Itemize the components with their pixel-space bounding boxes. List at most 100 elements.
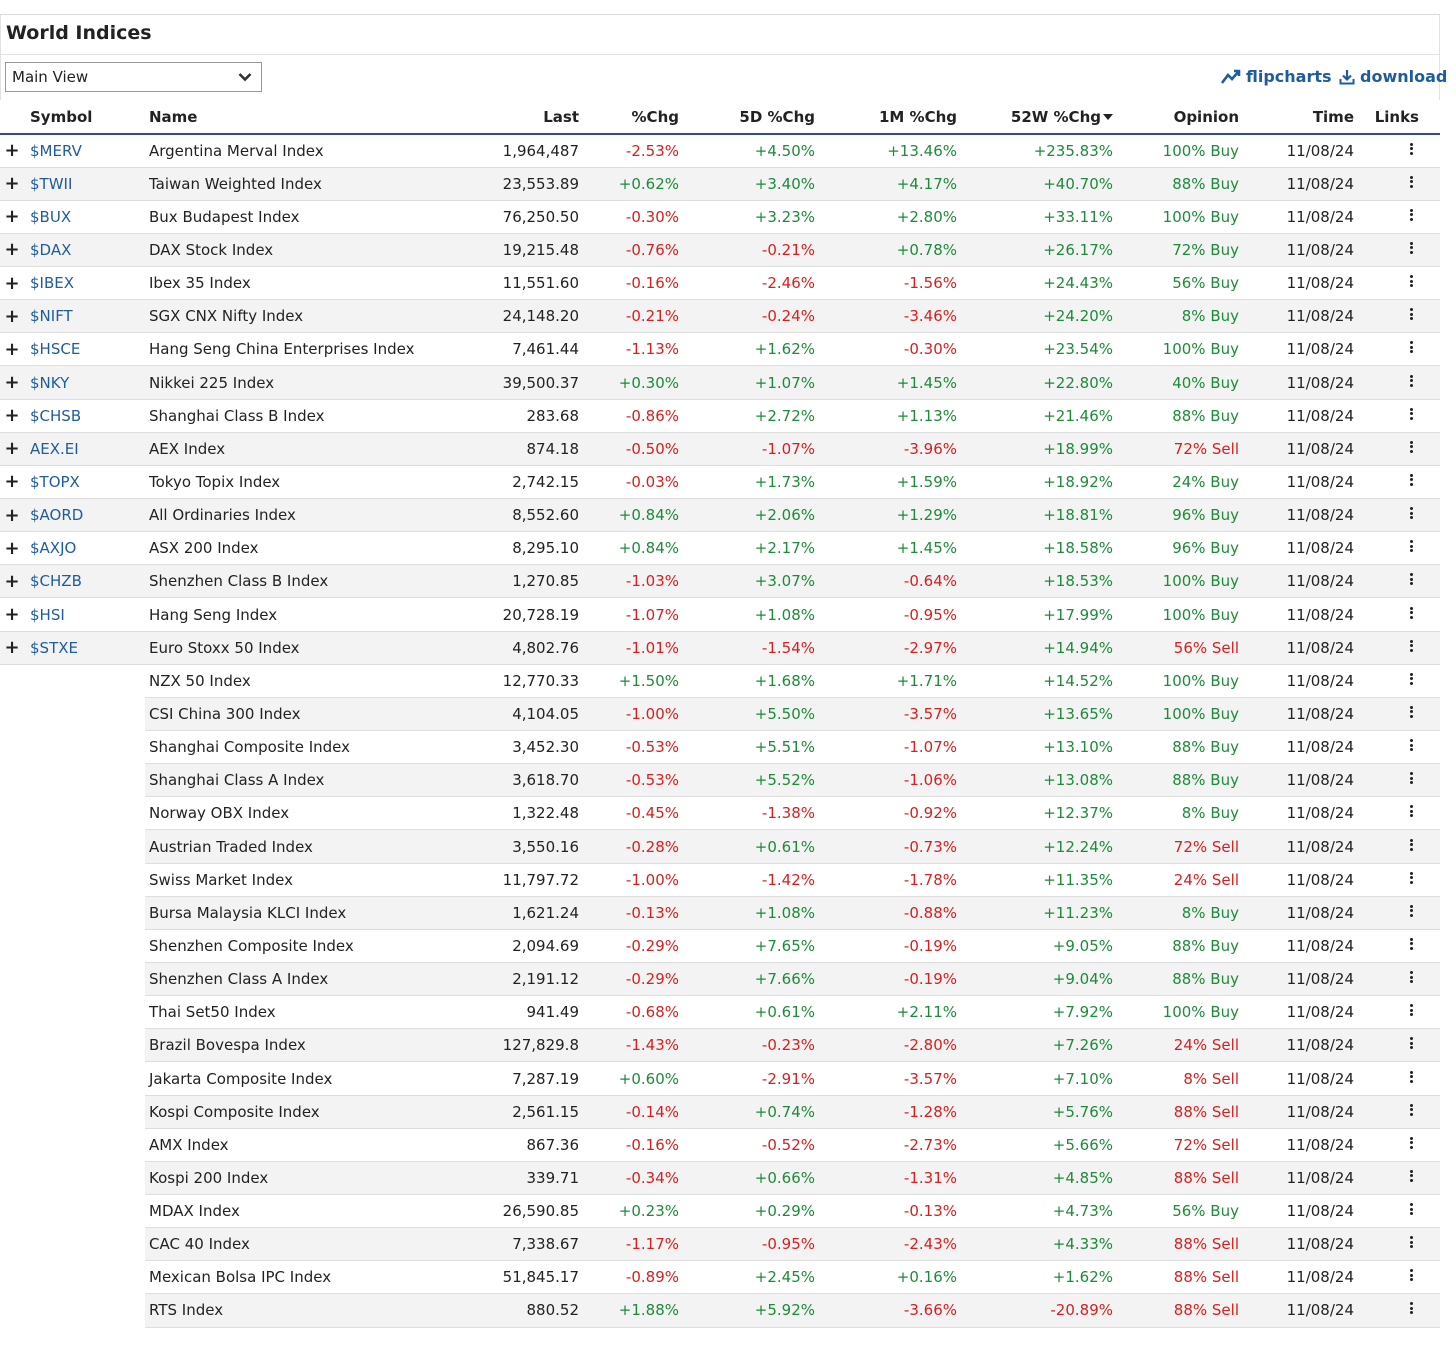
- more-vertical-icon[interactable]: [1409, 671, 1413, 686]
- more-vertical-icon[interactable]: [1409, 207, 1413, 222]
- plus-icon[interactable]: +: [0, 167, 24, 201]
- opinion[interactable]: 88% Sell: [1113, 1095, 1239, 1129]
- table-row[interactable]: Norway OBX Index 1,322.48 -0.45% -1.38% -0.9…: [0, 796, 1440, 831]
- table-row[interactable]: + $NKY Nikkei 225 Index 39,500.37 +0.30% +1.0…: [0, 365, 1440, 400]
- symbol-link[interactable]: $TOPX: [24, 465, 145, 500]
- table-row[interactable]: + $STXE Euro Stoxx 50 Index 4,802.76 -1.01% -…: [0, 631, 1440, 665]
- symbol-link[interactable]: AEX.EI: [24, 432, 145, 466]
- table-row[interactable]: Thai Set50 Index 941.49 -0.68% +0.61% +2.11%…: [0, 995, 1440, 1030]
- links-menu[interactable]: [1354, 962, 1440, 997]
- plus-icon[interactable]: +: [0, 631, 24, 665]
- opinion[interactable]: 88% Sell: [1113, 1227, 1239, 1262]
- more-vertical-icon[interactable]: [1409, 539, 1413, 554]
- opinion[interactable]: 88% Sell: [1113, 1260, 1239, 1295]
- links-menu[interactable]: [1354, 233, 1440, 268]
- more-vertical-icon[interactable]: [1409, 307, 1413, 322]
- links-menu[interactable]: [1354, 200, 1440, 234]
- more-vertical-icon[interactable]: [1409, 406, 1413, 421]
- links-menu[interactable]: [1354, 498, 1440, 533]
- table-row[interactable]: + $TOPX Tokyo Topix Index 2,742.15 -0.03% +1.…: [0, 465, 1440, 500]
- opinion[interactable]: 100% Buy: [1113, 597, 1239, 632]
- symbol-link[interactable]: $CHZB: [24, 564, 145, 599]
- links-menu[interactable]: [1354, 432, 1440, 466]
- table-row[interactable]: + AEX.EI AEX Index 874.18 -0.50% -1.07% -3.96%…: [0, 432, 1440, 466]
- more-vertical-icon[interactable]: [1409, 439, 1413, 454]
- links-menu[interactable]: [1354, 697, 1440, 732]
- table-row[interactable]: Shanghai Composite Index 3,452.30 -0.53% +5…: [0, 730, 1440, 765]
- table-row[interactable]: RTS Index 880.52 +1.88% +5.92% -3.66% -20.89%…: [0, 1293, 1440, 1328]
- opinion[interactable]: 88% Buy: [1113, 730, 1239, 765]
- table-row[interactable]: Austrian Traded Index 3,550.16 -0.28% +0.61…: [0, 829, 1440, 864]
- symbol-link[interactable]: $AXJO: [24, 531, 145, 566]
- links-menu[interactable]: [1354, 266, 1440, 301]
- column-header-chg-1m[interactable]: 1M %Chg: [815, 100, 957, 135]
- column-header-chg-52w[interactable]: 52W %Chg: [957, 100, 1113, 135]
- links-menu[interactable]: [1354, 730, 1440, 765]
- opinion[interactable]: 96% Buy: [1113, 531, 1239, 566]
- table-row[interactable]: Brazil Bovespa Index 127,829.8 -1.43% -0.23…: [0, 1028, 1440, 1063]
- column-header-last[interactable]: Last: [430, 100, 579, 135]
- opinion[interactable]: 88% Buy: [1113, 167, 1239, 201]
- table-row[interactable]: Kospi Composite Index 2,561.15 -0.14% +0.74…: [0, 1095, 1440, 1129]
- opinion[interactable]: 100% Buy: [1113, 697, 1239, 732]
- more-vertical-icon[interactable]: [1409, 141, 1413, 156]
- table-row[interactable]: + $HSCE Hang Seng China Enterprises Index 7…: [0, 332, 1440, 367]
- opinion[interactable]: 100% Buy: [1113, 200, 1239, 234]
- table-row[interactable]: + $TWII Taiwan Weighted Index 23,553.89 +0.6…: [0, 167, 1440, 201]
- table-row[interactable]: Shenzhen Composite Index 2,094.69 -0.29% +7…: [0, 929, 1440, 964]
- symbol-link[interactable]: $MERV: [24, 134, 145, 168]
- links-menu[interactable]: [1354, 365, 1440, 400]
- symbol-link[interactable]: $STXE: [24, 631, 145, 665]
- more-vertical-icon[interactable]: [1409, 1202, 1413, 1217]
- opinion[interactable]: 8% Buy: [1113, 896, 1239, 930]
- opinion[interactable]: 100% Buy: [1113, 564, 1239, 599]
- symbol-link[interactable]: $IBEX: [24, 266, 145, 301]
- opinion[interactable]: 88% Buy: [1113, 399, 1239, 433]
- table-row[interactable]: MDAX Index 26,590.85 +0.23% +0.29% -0.13% +4.…: [0, 1194, 1440, 1229]
- table-row[interactable]: + $CHSB Shanghai Class B Index 283.68 -0.86%…: [0, 399, 1440, 433]
- opinion[interactable]: 72% Sell: [1113, 432, 1239, 466]
- more-vertical-icon[interactable]: [1409, 373, 1413, 388]
- table-row[interactable]: Jakarta Composite Index 7,287.19 +0.60% -2.…: [0, 1061, 1440, 1096]
- links-menu[interactable]: [1354, 929, 1440, 964]
- opinion[interactable]: 24% Sell: [1113, 1028, 1239, 1063]
- opinion[interactable]: 40% Buy: [1113, 365, 1239, 400]
- column-header-name[interactable]: Name: [145, 100, 430, 135]
- more-vertical-icon[interactable]: [1409, 1069, 1413, 1084]
- opinion[interactable]: 24% Buy: [1113, 465, 1239, 500]
- more-vertical-icon[interactable]: [1409, 903, 1413, 918]
- plus-icon[interactable]: +: [0, 266, 24, 301]
- more-vertical-icon[interactable]: [1409, 605, 1413, 620]
- table-row[interactable]: + $NIFT SGX CNX Nifty Index 24,148.20 -0.21%…: [0, 299, 1440, 334]
- plus-icon[interactable]: +: [0, 365, 24, 400]
- opinion[interactable]: 72% Buy: [1113, 233, 1239, 268]
- column-header-chg[interactable]: %Chg: [579, 100, 679, 135]
- more-vertical-icon[interactable]: [1409, 1135, 1413, 1150]
- links-menu[interactable]: [1354, 1128, 1440, 1162]
- symbol-link[interactable]: $HSCE: [24, 332, 145, 367]
- symbol-link[interactable]: $TWII: [24, 167, 145, 201]
- opinion[interactable]: 100% Buy: [1113, 995, 1239, 1030]
- opinion[interactable]: 8% Sell: [1113, 1061, 1239, 1096]
- plus-icon[interactable]: +: [0, 597, 24, 632]
- opinion[interactable]: 100% Buy: [1113, 332, 1239, 367]
- table-row[interactable]: Shanghai Class A Index 3,618.70 -0.53% +5.5…: [0, 763, 1440, 798]
- links-menu[interactable]: [1354, 134, 1440, 168]
- links-menu[interactable]: [1354, 167, 1440, 201]
- opinion[interactable]: 88% Sell: [1113, 1293, 1239, 1328]
- table-row[interactable]: Kospi 200 Index 339.71 -0.34% +0.66% -1.31% +…: [0, 1161, 1440, 1196]
- plus-icon[interactable]: +: [0, 432, 24, 466]
- plus-icon[interactable]: +: [0, 332, 24, 367]
- opinion[interactable]: 100% Buy: [1113, 664, 1239, 698]
- table-row[interactable]: CAC 40 Index 7,338.67 -1.17% -0.95% -2.43% +4…: [0, 1227, 1440, 1262]
- table-row[interactable]: + $BUX Bux Budapest Index 76,250.50 -0.30% +3…: [0, 200, 1440, 234]
- opinion[interactable]: 100% Buy: [1113, 134, 1239, 168]
- links-menu[interactable]: [1354, 796, 1440, 831]
- links-menu[interactable]: [1354, 1161, 1440, 1196]
- symbol-link[interactable]: $HSI: [24, 597, 145, 632]
- links-menu[interactable]: [1354, 1061, 1440, 1096]
- table-row[interactable]: + $AXJO ASX 200 Index 8,295.10 +0.84% +2.17% +…: [0, 531, 1440, 566]
- opinion[interactable]: 88% Buy: [1113, 763, 1239, 798]
- more-vertical-icon[interactable]: [1409, 174, 1413, 189]
- more-vertical-icon[interactable]: [1409, 1102, 1413, 1117]
